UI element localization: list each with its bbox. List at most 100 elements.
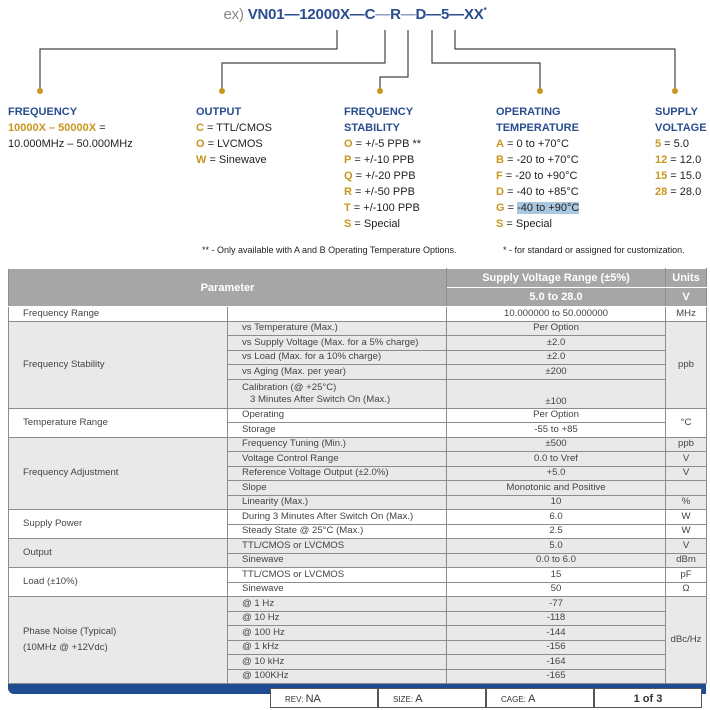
option-code: 5 (655, 138, 662, 150)
legend-frequency: FREQUENCY 10000X – 50000X = 10.000MHz – … (8, 106, 133, 150)
sub-parameter: Sinewave (226, 581, 448, 597)
sub-parameter: TTL/CMOS or LVCMOS (226, 567, 448, 583)
sub-parameter: Reference Voltage Output (±2.0%) (226, 465, 448, 481)
legend-item: Q = +/-20 PPB (344, 168, 421, 184)
table-row: Reference Voltage Output (±2.0%) +5.0 V (9, 465, 708, 481)
sub-parameter (226, 306, 448, 322)
option-code: S (496, 218, 504, 230)
parameter-name: Frequency Range (8, 306, 228, 322)
option-code: B (496, 154, 504, 166)
parameter-name: Output (8, 538, 228, 568)
sub-parameter: Steady State @ 25°C (Max.) (226, 523, 448, 539)
unit: °C (665, 407, 708, 438)
legend-frequency-stability: FREQUENCY STABILITY O = +/-5 PPB ** P = +/-… (344, 106, 422, 232)
value: ±100 (446, 378, 667, 409)
table-row: @ 1 kHz -156 (9, 639, 707, 655)
unit (665, 480, 708, 496)
unit: % (665, 494, 708, 510)
header-units: Units (665, 268, 708, 288)
option-value: = 0 to +70°C (503, 138, 569, 150)
unit: pF (665, 567, 708, 583)
legend-item: 28 = 28.0 (655, 184, 707, 200)
value: +5.0 (446, 465, 667, 481)
legend-item: 5 = 5.0 (655, 136, 707, 152)
part-number-example: ex) VN01—12000X—C—R—D—5—XX* (223, 6, 487, 23)
option-value: = (504, 202, 518, 214)
parameter-name: Phase Noise (Typical) (10MHz @ +12Vdc) (8, 596, 228, 684)
option-code: R (344, 186, 352, 198)
header-units-value: V (665, 287, 708, 307)
value: Per Option (446, 320, 667, 336)
option-code: T (344, 202, 351, 214)
unit: Ω (665, 581, 708, 597)
unit: dBc/Hz (665, 596, 708, 684)
table-row: Calibration (@ +25°C) 3 Minutes After Sw… (9, 378, 707, 409)
table-row: Load (±10%) TTL/CMOS or LVCMOS 15 pF (8, 567, 708, 597)
sub-parameter: Slope (226, 480, 448, 496)
option-value: = +/-20 PPB (352, 170, 416, 182)
option-code: P (344, 154, 352, 166)
page-number: 1 of 3 (594, 688, 702, 708)
parameter-name: Frequency Stability (8, 320, 228, 409)
rev-cell: REV: NA (270, 688, 378, 708)
sub-parameter: Frequency Tuning (Min.) (226, 436, 448, 452)
cage-cell: CAGE: A (486, 688, 594, 708)
table-row: Voltage Control Range 0.0 to Vref V (9, 451, 708, 467)
parameter-name: Load (±10%) (8, 567, 228, 597)
legend-operating-temperature: OPERATING TEMPERATURE A = 0 to +70°C B = -2… (496, 106, 580, 232)
option-value: = Sinewave (206, 154, 267, 166)
title-block: REV: NA SIZE: A CAGE: A 1 of 3 (270, 688, 702, 708)
option-code: F (496, 170, 503, 182)
value: Per Option (446, 407, 667, 423)
option-code: G (496, 202, 505, 214)
option-value: = Special (351, 218, 400, 230)
option-code: Q (344, 170, 353, 182)
value: -164 (446, 654, 667, 670)
sub-parameter: @ 1 Hz (226, 596, 448, 612)
legend-item: S = Special (496, 216, 579, 232)
table-row: @ 10 kHz -164 (9, 654, 707, 670)
legend-item: O = LVCMOS (196, 136, 272, 152)
value: 0.0 to Vref (446, 451, 667, 467)
legend-item: R = +/-50 PPB (344, 184, 421, 200)
option-code: 15 (655, 170, 668, 182)
legend-item: T = +/-100 PPB (344, 200, 421, 216)
header-parameter: Parameter (7, 268, 448, 307)
value: 50 (446, 581, 667, 597)
sub-parameter: @ 100 Hz (226, 625, 448, 641)
option-code: O (196, 138, 205, 150)
value: ±2.0 (446, 335, 667, 351)
legend-item: S = Special (344, 216, 421, 232)
option-value: = +/-5 PPB ** (352, 138, 422, 150)
footnote-asterisk: * - for standard or assigned for customi… (503, 245, 685, 255)
sub-parameter: vs Supply Voltage (Max. for a 5% charge) (226, 335, 448, 351)
sub-parameter: vs Aging (Max. per year) (226, 364, 448, 380)
legend-item: P = +/-10 PPB (344, 152, 421, 168)
value: -118 (446, 610, 667, 626)
footnote-double-asterisk: ** - Only available with A and B Operati… (202, 245, 457, 255)
option-value: = -40 to +85°C (503, 186, 579, 198)
unit: V (665, 538, 708, 554)
value: 2.5 (446, 523, 667, 539)
option-code: 12 (655, 154, 668, 166)
parameter-name: Frequency Adjustment (8, 436, 228, 510)
option-code: S (344, 218, 352, 230)
table-row: Frequency Stability vs Temperature (Max.)… (8, 320, 708, 409)
value: -165 (446, 668, 667, 684)
legend-item: G = -40 to +90°C (496, 200, 580, 216)
table-row: Slope Monotonic and Positive (9, 480, 708, 496)
value: 15 (446, 567, 667, 583)
value: ±500 (446, 436, 667, 452)
header-range-value: 5.0 to 28.0 (446, 287, 667, 307)
sub-parameter: Calibration (@ +25°C) 3 Minutes After Sw… (226, 378, 448, 409)
table-row: Frequency Adjustment Frequency Tuning (Mi… (8, 436, 708, 510)
sub-parameter: Sinewave (226, 552, 448, 568)
unit: W (665, 523, 708, 539)
value: 5.0 (446, 538, 667, 554)
table-row: Phase Noise (Typical) (10MHz @ +12Vdc) @ 1… (8, 596, 708, 684)
legend-item: F = -20 to +90°C (496, 168, 579, 184)
unit: W (665, 509, 708, 525)
table-row: vs Load (Max. for a 10% charge) ±2.0 (9, 349, 707, 365)
table-row: vs Aging (Max. per year) ±200 (9, 364, 707, 380)
size-cell: SIZE: A (378, 688, 486, 708)
